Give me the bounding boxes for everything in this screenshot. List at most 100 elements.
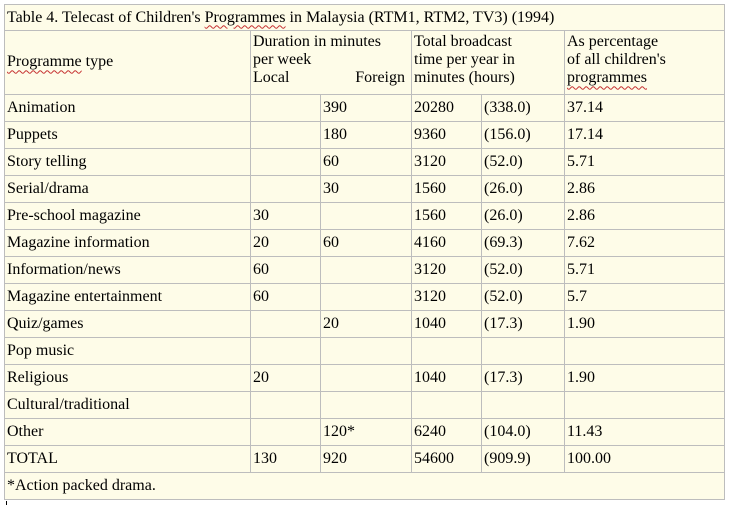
cell-minutes: 20280 [411, 94, 482, 123]
cell-pct: 1.90 [564, 309, 725, 338]
cell-minutes: 1560 [411, 202, 482, 230]
cell-foreign [320, 282, 412, 311]
cell-local [250, 417, 321, 446]
table-title: Table 4. Telecast of Children's Programm… [4, 3, 725, 32]
header-percentage: As percentage of all children's programm… [564, 30, 725, 96]
cell-pct: 11.43 [564, 417, 725, 446]
cell-hours: (52.0) [481, 255, 565, 284]
cell-foreign [320, 202, 412, 230]
cell-minutes [411, 390, 482, 419]
cell-minutes [411, 336, 482, 365]
cell-type: Puppets [4, 121, 251, 150]
title-spellcheck-word: Programmes [204, 8, 286, 26]
cell-type: Information/news [4, 255, 251, 284]
cell-hours: (17.3) [481, 363, 565, 392]
cell-foreign: 920 [320, 444, 412, 473]
cell-type: Cultural/traditional [4, 390, 251, 419]
cell-minutes: 9360 [411, 121, 482, 150]
cell-foreign: 390 [320, 94, 412, 123]
table-row: Information/news 60 3120 (52.0) 5.71 [4, 255, 725, 284]
cell-foreign [320, 363, 412, 392]
cell-hours: (26.0) [481, 175, 565, 204]
cell-pct: 2.86 [564, 202, 725, 230]
cell-pct: 5.71 [564, 148, 725, 177]
cell-minutes: 1560 [411, 175, 482, 204]
cell-hours: (26.0) [481, 202, 565, 230]
cell-type: Magazine information [4, 228, 251, 257]
cell-foreign [320, 336, 412, 365]
cell-pct: 37.14 [564, 94, 725, 123]
table-row: Quiz/games 20 1040 (17.3) 1.90 [4, 309, 725, 338]
table-row: Magazine entertainment 60 3120 (52.0) 5.7 [4, 282, 725, 311]
cell-pct: 5.71 [564, 255, 725, 284]
cell-minutes: 3120 [411, 255, 482, 284]
cell-local: 20 [250, 228, 321, 257]
table-row: Pre-school magazine 30 1560 (26.0) 2.86 [4, 202, 725, 230]
cell-type: Other [4, 417, 251, 446]
cell-local: 130 [250, 444, 321, 473]
footnote: *Action packed drama. [4, 471, 725, 501]
header-local: Local [253, 69, 290, 87]
table-row: Magazine information 20 60 4160 (69.3) 7.62 [4, 228, 725, 257]
page-edge-mark [6, 501, 7, 505]
cell-minutes: 3120 [411, 282, 482, 311]
cell-minutes: 54600 [411, 444, 482, 473]
cell-minutes: 4160 [411, 228, 482, 257]
cell-local: 20 [250, 363, 321, 392]
cell-hours: (909.9) [481, 444, 565, 473]
cell-type: Animation [4, 94, 251, 123]
table-row: Other 120* 6240 (104.0) 11.43 [4, 417, 725, 446]
cell-hours: (52.0) [481, 282, 565, 311]
cell-type: Magazine entertainment [4, 282, 251, 311]
cell-type: Pre-school magazine [4, 202, 251, 230]
cell-hours: (52.0) [481, 148, 565, 177]
cell-local [250, 175, 321, 204]
cell-minutes: 3120 [411, 148, 482, 177]
header-foreign: Foreign [355, 69, 405, 87]
header-broadcast-time: Total broadcast time per year in minutes… [411, 30, 565, 96]
cell-pct: 17.14 [564, 121, 725, 150]
cell-hours: (69.3) [481, 228, 565, 257]
table-row: Puppets 180 9360 (156.0) 17.14 [4, 121, 725, 150]
cell-local [250, 121, 321, 150]
header-duration: Duration in minutes per week Local Foreig… [250, 30, 412, 96]
table-row: Story telling 60 3120 (52.0) 5.71 [4, 148, 725, 177]
cell-hours: (17.3) [481, 309, 565, 338]
cell-foreign: 60 [320, 228, 412, 257]
cell-foreign [320, 390, 412, 419]
header-programme-type: Programme type [4, 30, 251, 96]
cell-pct: 7.62 [564, 228, 725, 257]
cell-pct [564, 390, 725, 419]
table-row: TOTAL 130 920 54600 (909.9) 100.00 [4, 444, 725, 473]
cell-minutes: 6240 [411, 417, 482, 446]
cell-foreign: 60 [320, 148, 412, 177]
cell-local [250, 148, 321, 177]
cell-hours: (104.0) [481, 417, 565, 446]
cell-foreign: 20 [320, 309, 412, 338]
cell-foreign [320, 255, 412, 284]
cell-hours [481, 390, 565, 419]
cell-foreign: 180 [320, 121, 412, 150]
table-row: Religious 20 1040 (17.3) 1.90 [4, 363, 725, 392]
cell-type: Serial/drama [4, 175, 251, 204]
cell-foreign: 120* [320, 417, 412, 446]
cell-hours: (338.0) [481, 94, 565, 123]
cell-pct: 5.7 [564, 282, 725, 311]
cell-local: 30 [250, 202, 321, 230]
cell-local [250, 336, 321, 365]
cell-minutes: 1040 [411, 363, 482, 392]
cell-hours: (156.0) [481, 121, 565, 150]
cell-pct: 100.00 [564, 444, 725, 473]
table-row: Serial/drama 30 1560 (26.0) 2.86 [4, 175, 725, 204]
cell-pct: 2.86 [564, 175, 725, 204]
cell-type: TOTAL [4, 444, 251, 473]
cell-pct: 1.90 [564, 363, 725, 392]
cell-type: Quiz/games [4, 309, 251, 338]
cell-local: 60 [250, 255, 321, 284]
telecast-table: Table 4. Telecast of Children's Programm… [4, 3, 725, 501]
cell-local: 60 [250, 282, 321, 311]
cell-foreign: 30 [320, 175, 412, 204]
cell-local [250, 309, 321, 338]
cell-type: Pop music [4, 336, 251, 365]
cell-type: Story telling [4, 148, 251, 177]
